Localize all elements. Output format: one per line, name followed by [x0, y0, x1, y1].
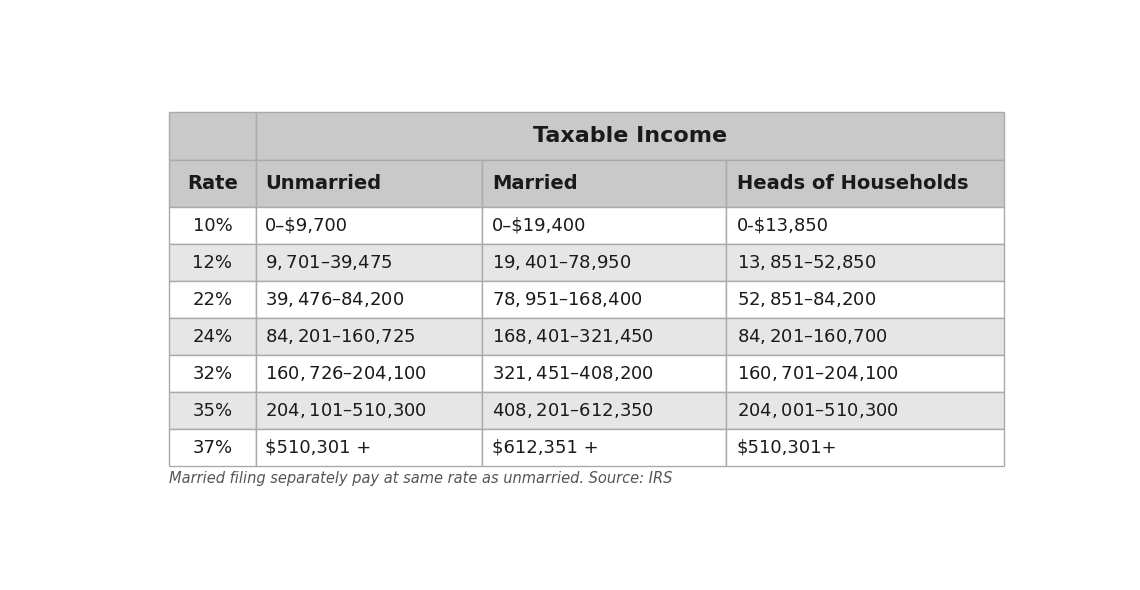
Text: $612,351 +: $612,351 +: [491, 438, 598, 457]
Text: $84,201–$160,725: $84,201–$160,725: [264, 327, 415, 346]
Bar: [256, 392, 482, 429]
Bar: [256, 112, 1004, 159]
Text: $168,401–$321,450: $168,401–$321,450: [491, 327, 654, 346]
Bar: [169, 281, 256, 318]
Text: 24%: 24%: [193, 327, 233, 346]
Bar: [169, 429, 256, 466]
Bar: [169, 318, 256, 355]
Bar: [256, 159, 482, 207]
Bar: [169, 355, 256, 392]
Text: $321,451–$408,200: $321,451–$408,200: [491, 364, 654, 383]
Text: $204,101–$510,300: $204,101–$510,300: [264, 401, 428, 420]
Bar: [482, 318, 725, 355]
Bar: [725, 159, 1004, 207]
Bar: [256, 318, 482, 355]
Bar: [256, 207, 482, 244]
Bar: [482, 429, 725, 466]
Bar: [725, 429, 1004, 466]
Text: $13,851–$52,850: $13,851–$52,850: [736, 253, 876, 273]
Bar: [256, 244, 482, 281]
Text: 37%: 37%: [193, 438, 233, 457]
Bar: [256, 355, 482, 392]
Text: $510,301+: $510,301+: [736, 438, 837, 457]
Text: $204,001–$510,300: $204,001–$510,300: [736, 401, 898, 420]
Text: Married filing separately pay at same rate as unmarried. Source: IRS: Married filing separately pay at same ra…: [169, 471, 673, 486]
Bar: [482, 281, 725, 318]
Text: $160,726–$204,100: $160,726–$204,100: [264, 364, 428, 383]
Text: 0-$13,850: 0-$13,850: [736, 217, 829, 235]
Text: Married: Married: [491, 174, 578, 193]
Bar: [169, 112, 256, 159]
Text: 0–$19,400: 0–$19,400: [491, 217, 586, 235]
Text: $9,701–$39,475: $9,701–$39,475: [264, 253, 392, 273]
Text: Rate: Rate: [187, 174, 238, 193]
Text: Unmarried: Unmarried: [264, 174, 381, 193]
Text: $39,476–$84,200: $39,476–$84,200: [264, 290, 404, 309]
Bar: [482, 207, 725, 244]
Text: 35%: 35%: [193, 402, 233, 419]
Bar: [725, 392, 1004, 429]
Bar: [482, 355, 725, 392]
Bar: [725, 281, 1004, 318]
Bar: [256, 281, 482, 318]
Text: 0–$9,700: 0–$9,700: [264, 217, 348, 235]
Bar: [725, 244, 1004, 281]
Bar: [482, 244, 725, 281]
Bar: [725, 207, 1004, 244]
Text: $510,301 +: $510,301 +: [264, 438, 372, 457]
Text: $408,201–$612,350: $408,201–$612,350: [491, 401, 654, 420]
Bar: [482, 392, 725, 429]
Text: $19,401–$78,950: $19,401–$78,950: [491, 253, 630, 273]
Bar: [169, 159, 256, 207]
Text: $160,701–$204,100: $160,701–$204,100: [736, 364, 898, 383]
Text: Heads of Households: Heads of Households: [736, 174, 968, 193]
Bar: [725, 318, 1004, 355]
Bar: [725, 355, 1004, 392]
Text: $84,201–$160,700: $84,201–$160,700: [736, 327, 887, 346]
Bar: [482, 159, 725, 207]
Text: 32%: 32%: [193, 365, 233, 383]
Bar: [169, 392, 256, 429]
Text: 12%: 12%: [193, 254, 233, 272]
Text: 10%: 10%: [193, 217, 233, 235]
Text: $78,951–$168,400: $78,951–$168,400: [491, 290, 642, 309]
Text: Taxable Income: Taxable Income: [532, 126, 727, 146]
Bar: [256, 429, 482, 466]
Text: 22%: 22%: [193, 291, 233, 309]
Text: $52,851–$84,200: $52,851–$84,200: [736, 290, 876, 309]
Bar: [169, 244, 256, 281]
Bar: [169, 207, 256, 244]
